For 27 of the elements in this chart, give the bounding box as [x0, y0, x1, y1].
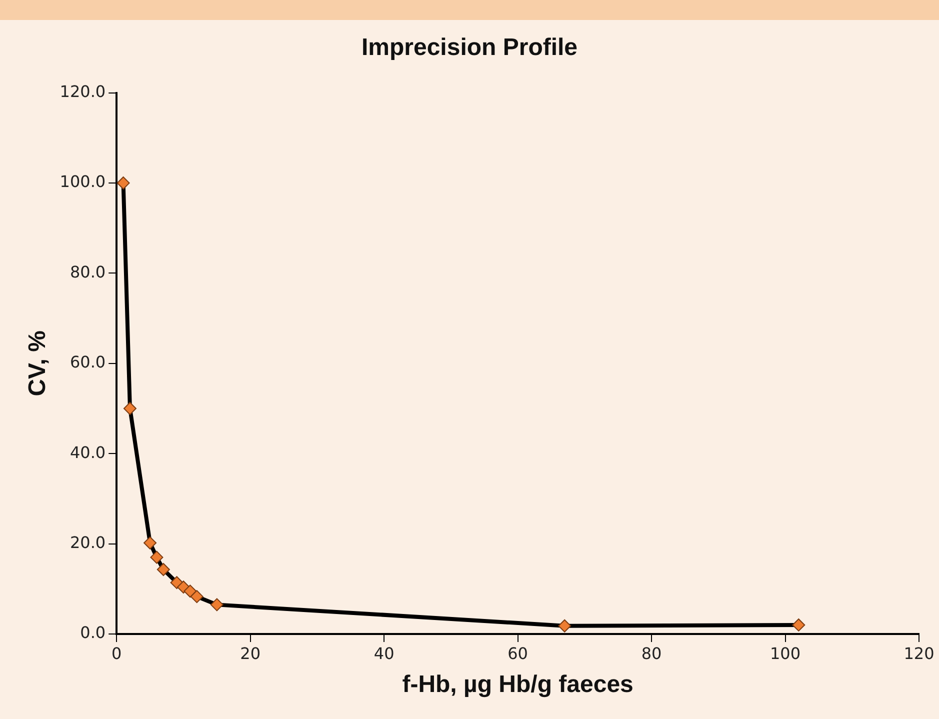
x-tick-label: 60 [508, 644, 528, 663]
y-tick-label: 120.0 [60, 82, 106, 101]
point [184, 584, 197, 598]
y-axis-title: CV, % [24, 330, 52, 396]
x-tick-label: 20 [240, 644, 261, 663]
x-tick-label: 100 [770, 644, 801, 663]
x-tick-label: 120 [904, 644, 934, 663]
x-tick-label: 80 [641, 644, 662, 663]
y-tick-label: 40.0 [70, 442, 106, 462]
point [558, 619, 572, 632]
point [116, 176, 130, 190]
point [150, 550, 164, 564]
point [144, 536, 157, 550]
y-tick-label: 80.0 [70, 262, 106, 282]
x-tick-label: 40 [374, 644, 394, 663]
y-tick-label: 60.0 [70, 352, 106, 372]
point [792, 618, 806, 632]
x-tick-label: 0 [112, 644, 122, 663]
point [156, 563, 170, 576]
y-tick-label: 0.0 [80, 623, 106, 642]
point [123, 402, 136, 415]
point [210, 598, 224, 612]
x-axis-title: f-Hb, µg Hb/g faeces [402, 671, 634, 698]
y-tick-label: 100.0 [60, 172, 106, 192]
point [190, 590, 204, 604]
chart-title: Imprecision Profile [361, 34, 578, 62]
y-tick-label: 20.0 [70, 532, 106, 552]
